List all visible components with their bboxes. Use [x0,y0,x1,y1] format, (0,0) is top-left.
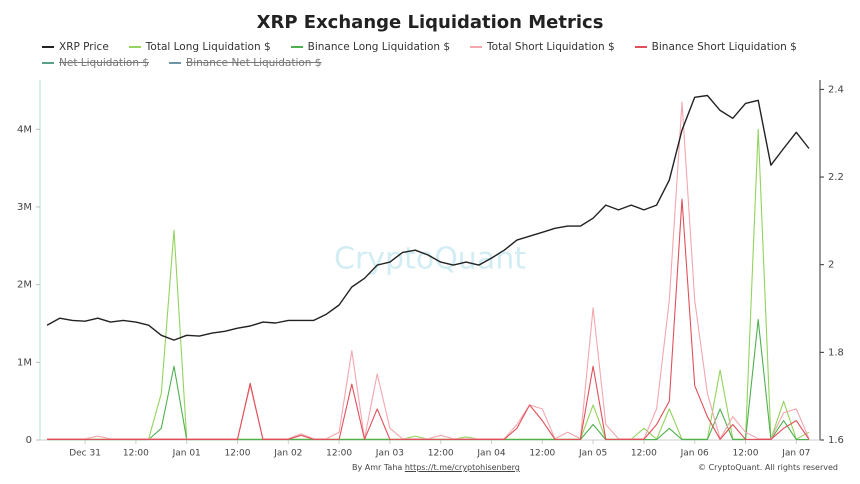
legend-item[interactable]: Total Short Liquidation $ [470,40,615,54]
legend-item[interactable]: Binance Long Liquidation $ [290,40,451,54]
watermark: CryptoQuant [334,242,526,277]
y-tick-label: 4M [17,124,32,135]
legend-label: Total Short Liquidation $ [487,41,615,53]
x-tick-label: 12:00 [123,449,149,459]
x-tick-label: 12:00 [225,449,251,459]
x-tick-label: 12:00 [733,449,759,459]
legend-swatch [128,46,141,48]
liquidation-line [47,198,810,440]
y-tick-label: 1M [17,357,32,368]
legend-swatch [634,46,647,48]
legend-item[interactable]: Binance Net Liquidation $ [169,56,321,70]
credit-link[interactable]: https://t.me/cryptohisenberg [404,463,520,472]
legend-label: Net Liquidation $ [59,57,150,69]
x-tick-label: 12:00 [631,449,657,459]
y2-tick-label: 2.2 [828,172,844,183]
legend-item[interactable]: Binance Short Liquidation $ [634,40,797,54]
legend-item[interactable]: Total Long Liquidation $ [128,40,271,54]
legend-swatch [169,62,182,64]
x-tick-label: Jan 05 [578,449,607,459]
liquidation-line [47,101,810,440]
x-tick-label: Jan 02 [273,449,302,459]
legend-label: Binance Long Liquidation $ [307,41,451,53]
legend-swatch [470,46,483,48]
y-tick-label: 3M [17,202,32,213]
x-tick-label: Jan 06 [680,449,709,459]
legend-label: XRP Price [59,41,109,53]
x-tick-label: Jan 04 [476,449,505,459]
y2-tick-label: 2 [828,260,834,271]
legend-swatch [42,46,54,48]
y2-tick-label: 1.6 [828,435,844,446]
liquidation-line [47,128,810,440]
x-tick-label: 12:00 [326,449,352,459]
copyright: © CryptoQuant. All rights reserved [698,463,838,472]
x-tick-label: Jan 07 [781,449,810,459]
legend-swatch [290,46,303,48]
credit-line: By Amr Taha https://t.me/cryptohisenberg [352,463,520,472]
legend: XRP Price Total Long Liquidation $ Binance… [42,40,832,70]
legend-swatch [42,62,54,64]
y2-tick-label: 1.8 [828,347,844,358]
y-tick-label: 0 [26,435,32,446]
legend-item[interactable]: XRP Price [42,40,109,54]
y2-tick-label: 2.4 [828,84,844,95]
price-line [46,94,810,341]
x-tick-label: 12:00 [529,449,555,459]
y-tick-label: 2M [17,280,32,291]
x-tick-label: Dec 31 [69,449,101,459]
legend-label: Binance Short Liquidation $ [651,41,797,53]
legend-label: Total Long Liquidation $ [145,41,271,53]
x-tick-label: Jan 01 [172,449,201,459]
x-tick-label: Jan 03 [375,449,404,459]
credit: By Amr Taha [352,463,403,472]
x-tick-label: 12:00 [428,449,454,459]
legend-item[interactable]: Net Liquidation $ [42,56,149,70]
legend-label: Binance Net Liquidation $ [186,57,322,69]
chart-title: XRP Exchange Liquidation Metrics [256,12,604,33]
